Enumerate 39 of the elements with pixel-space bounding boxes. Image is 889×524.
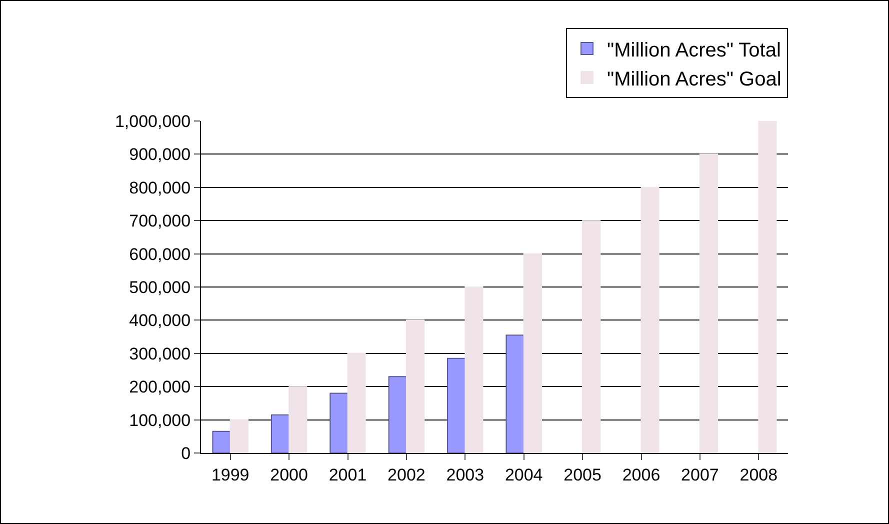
x-tick-label: 2007	[681, 465, 719, 484]
x-tick-label: 2005	[564, 465, 602, 484]
bar	[347, 352, 366, 453]
y-tick-label: 0	[181, 444, 191, 463]
y-tick-label: 800,000	[129, 178, 191, 198]
bar	[330, 392, 348, 453]
x-tick-label: 2001	[328, 465, 367, 484]
bar	[582, 220, 601, 453]
bar	[464, 286, 484, 453]
x-tick-label: 2006	[622, 465, 660, 484]
y-tick-label: 700,000	[129, 212, 191, 231]
x-tick-label: 1999	[211, 465, 250, 484]
bar	[506, 334, 524, 453]
x-tick-label: 2003	[446, 465, 484, 484]
bar	[406, 320, 425, 453]
y-tick-label: 200,000	[129, 378, 191, 397]
y-tick-label: 900,000	[129, 145, 191, 164]
bar	[288, 386, 308, 453]
bar	[447, 358, 466, 453]
x-tick-label: 2008	[740, 465, 778, 484]
legend-label: "Million Acres" Goal	[607, 68, 782, 90]
y-tick-label: 400,000	[129, 311, 191, 330]
legend-label: "Million Acres" Total	[607, 39, 781, 62]
bar	[212, 430, 231, 453]
bar	[523, 253, 542, 453]
y-tick-label: 100,000	[129, 410, 191, 430]
bar	[230, 419, 248, 453]
x-tick-label: 2004	[504, 465, 543, 484]
y-tick-label: 500,000	[129, 278, 191, 297]
bar	[758, 121, 777, 453]
bar	[270, 414, 290, 453]
bar	[388, 376, 407, 453]
y-tick-label: 600,000	[129, 244, 191, 264]
y-tick-label: 300,000	[129, 344, 191, 364]
x-tick-label: 2000	[270, 465, 308, 484]
bar	[640, 186, 660, 453]
y-tick-label: 1,000,000	[114, 112, 191, 131]
x-tick-label: 2002	[388, 465, 426, 484]
bar	[699, 154, 718, 453]
